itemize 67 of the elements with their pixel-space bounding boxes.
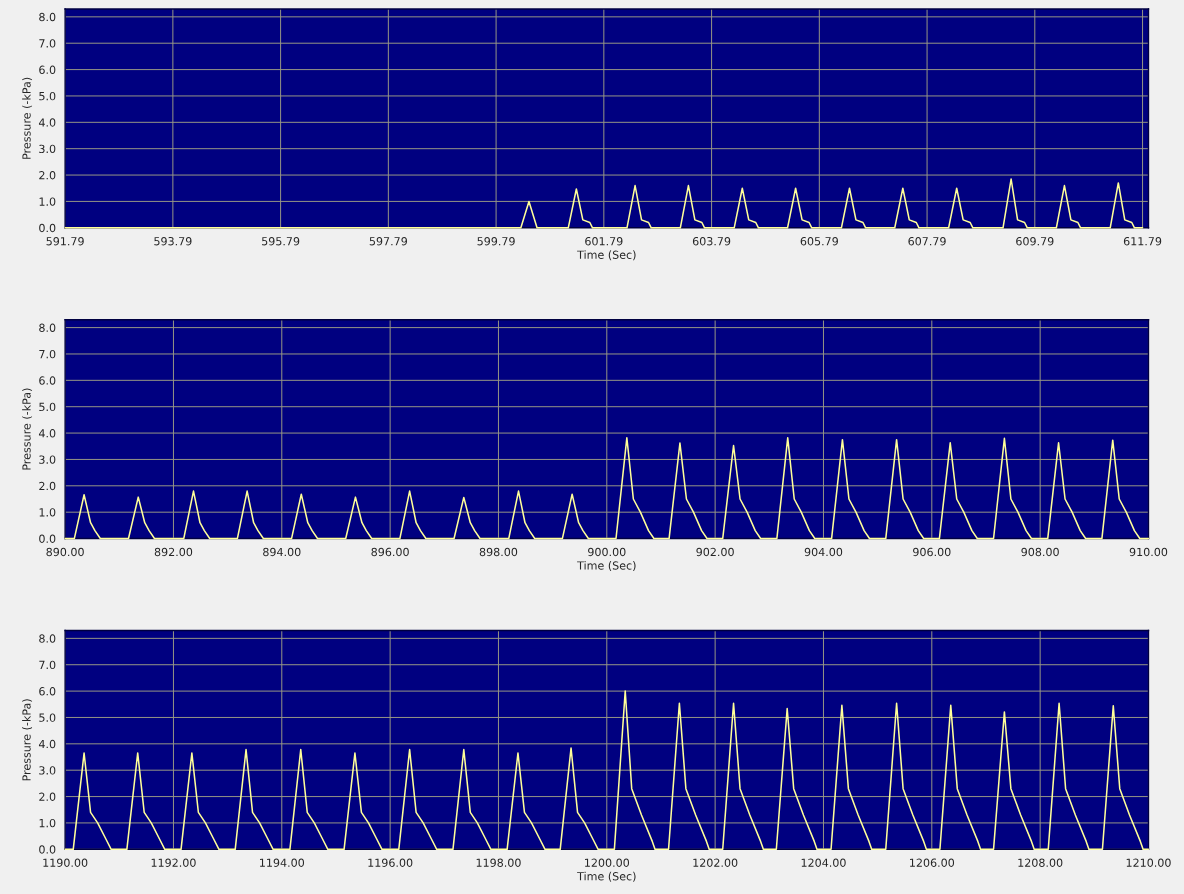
x-tick-label: 599.79 — [477, 237, 515, 246]
y-tick-label: 6.0 — [39, 687, 56, 696]
x-tick-label: 595.79 — [262, 237, 300, 246]
x-tick-label: 1196.00 — [368, 858, 413, 867]
y-tick-label: 0.0 — [39, 534, 56, 543]
y-tick-label: 2.0 — [39, 171, 56, 180]
y-tick-label: 2.0 — [39, 481, 56, 491]
x-axis-title: Time (Sec) — [577, 561, 636, 572]
y-tick-label: 4.0 — [38, 429, 56, 438]
x-tick-label: 591.79 — [46, 237, 84, 246]
x-tick-label: 890.00 — [46, 547, 84, 557]
x-tick-label: 908.00 — [1021, 547, 1059, 557]
y-tick-label: 8.0 — [39, 634, 56, 643]
x-tick-label: 601.79 — [585, 237, 623, 246]
x-tick-label: 896.00 — [371, 547, 409, 557]
x-tick-label: 609.79 — [1016, 237, 1054, 246]
y-tick-label: 8.0 — [39, 323, 56, 332]
y-tick-label: 1.0 — [39, 508, 56, 517]
x-tick-label: 1190.00 — [43, 858, 88, 867]
x-tick-label: 1210.00 — [1126, 858, 1171, 867]
x-axis-title: Time (Sec) — [577, 871, 636, 882]
x-tick-label: 892.00 — [154, 547, 193, 557]
x-tick-label: 1198.00 — [476, 858, 521, 867]
y-tick-label: 0.0 — [39, 223, 56, 233]
x-tick-label: 1200.00 — [585, 858, 630, 867]
y-tick-label: 7.0 — [39, 39, 56, 48]
y-tick-label: 2.0 — [39, 792, 56, 801]
y-tick-label: 5.0 — [39, 402, 56, 412]
x-tick-label: 605.79 — [800, 237, 838, 246]
y-tick-label: 1.0 — [39, 818, 56, 828]
x-tick-label: 906.00 — [913, 547, 951, 557]
x-tick-label: 607.79 — [908, 237, 946, 246]
x-tick-label: 1202.00 — [693, 858, 738, 867]
x-tick-label: 597.79 — [369, 237, 408, 246]
y-tick-label: 3.0 — [39, 766, 56, 775]
x-tick-label: 1208.00 — [1018, 858, 1063, 867]
x-tick-label: 900.00 — [588, 547, 626, 557]
y-tick-label: 0.0 — [39, 845, 56, 854]
y-tick-label: 5.0 — [39, 91, 56, 101]
y-tick-label: 1.0 — [39, 197, 56, 206]
x-tick-label: 910.00 — [1129, 547, 1168, 557]
y-axis-title: Pressure (-kPa) — [22, 388, 33, 470]
y-tick-label: 6.0 — [39, 65, 56, 74]
y-tick-label: 4.0 — [38, 739, 56, 749]
y-tick-label: 4.0 — [38, 118, 56, 127]
y-tick-label: 8.0 — [39, 12, 56, 22]
x-tick-label: 1194.00 — [260, 858, 305, 867]
x-tick-label: 894.00 — [263, 547, 301, 557]
y-axis-title: Pressure (-kPa) — [22, 77, 33, 159]
x-tick-label: 1192.00 — [151, 858, 196, 867]
y-tick-label: 7.0 — [39, 660, 56, 670]
y-axis-title: Pressure (-kPa) — [22, 699, 33, 781]
x-tick-label: 1206.00 — [910, 858, 955, 867]
x-tick-label: 603.79 — [692, 237, 731, 246]
x-tick-label: 902.00 — [696, 547, 734, 557]
y-tick-label: 7.0 — [39, 349, 56, 359]
x-tick-label: 1204.00 — [801, 858, 846, 867]
x-tick-label: 904.00 — [804, 547, 843, 557]
x-tick-label: 593.79 — [154, 237, 192, 246]
x-axis-title: Time (Sec) — [577, 250, 636, 261]
y-tick-label: 6.0 — [39, 376, 56, 385]
y-tick-label: 3.0 — [39, 144, 56, 154]
x-tick-label: 898.00 — [479, 547, 518, 557]
y-tick-label: 5.0 — [39, 713, 56, 722]
x-tick-label: 611.79 — [1123, 237, 1162, 246]
y-tick-label: 3.0 — [39, 455, 56, 464]
line-series — [64, 178, 1144, 229]
